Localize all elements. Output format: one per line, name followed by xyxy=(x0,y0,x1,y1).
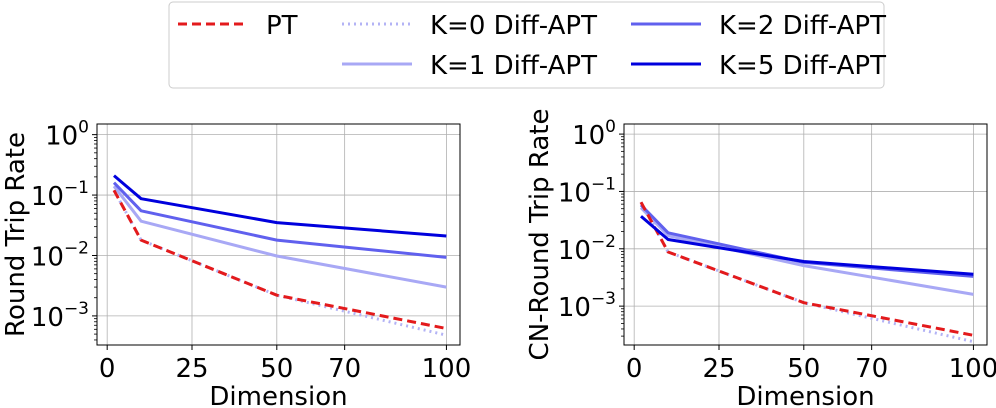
x-tick-label: 25 xyxy=(175,354,208,384)
y-tick-label: 10−3 xyxy=(558,289,616,323)
y-tick-label: 10−1 xyxy=(558,174,616,208)
x-tick-label: 50 xyxy=(260,354,293,384)
figure: PT K=0 Diff-APT K=2 Diff-APT K=1 Diff-APT K=… xyxy=(0,0,996,408)
y-tick-label: 100 xyxy=(572,117,616,151)
legend-label: K=5 Diff-APT xyxy=(719,51,886,81)
series-line-pt xyxy=(641,202,973,335)
x-tick-label: 100 xyxy=(949,354,996,384)
x-tick-label: 0 xyxy=(626,354,643,384)
legend-label: K=2 Diff-APT xyxy=(719,11,886,41)
round-trip-rate-chart: 0 25 50 70 100 10−3 10−2 10−1 100 Dimension Round … xyxy=(1,118,471,408)
cn-round-trip-rate-chart: 0 25 50 70 100 10−3 10−2 10−1 100 Dimension CN-Rou… xyxy=(525,109,996,408)
y-tick-label: 10−3 xyxy=(31,299,89,333)
legend-label: K=0 Diff-APT xyxy=(430,11,597,41)
y-tick-label: 100 xyxy=(45,118,89,152)
legend: PT K=0 Diff-APT K=2 Diff-APT K=1 Diff-APT K=… xyxy=(169,2,886,88)
y-axis-label: CN-Round Trip Rate xyxy=(525,109,555,361)
y-axis-label: Round Trip Rate xyxy=(1,132,31,337)
y-tick-label: 10−2 xyxy=(31,238,89,272)
plot-frame xyxy=(97,124,460,345)
legend-label: K=1 Diff-APT xyxy=(430,51,597,81)
x-tick-label: 70 xyxy=(328,354,361,384)
x-axis-label: Dimension xyxy=(736,382,874,408)
series-line-pt xyxy=(114,190,446,328)
x-axis-label: Dimension xyxy=(209,382,347,408)
x-tick-label: 25 xyxy=(702,354,735,384)
series-line-k-1-diff-apt xyxy=(641,208,973,295)
x-tick-label: 50 xyxy=(787,354,820,384)
x-tick-label: 70 xyxy=(855,354,888,384)
y-tick-label: 10−2 xyxy=(558,232,616,266)
x-tick-label: 100 xyxy=(422,354,472,384)
legend-label: PT xyxy=(266,11,298,41)
x-tick-label: 0 xyxy=(99,354,116,384)
y-tick-label: 10−1 xyxy=(31,178,89,212)
series-line-k-0-diff-apt xyxy=(114,190,446,335)
series-line-k-2-diff-apt xyxy=(114,183,446,258)
